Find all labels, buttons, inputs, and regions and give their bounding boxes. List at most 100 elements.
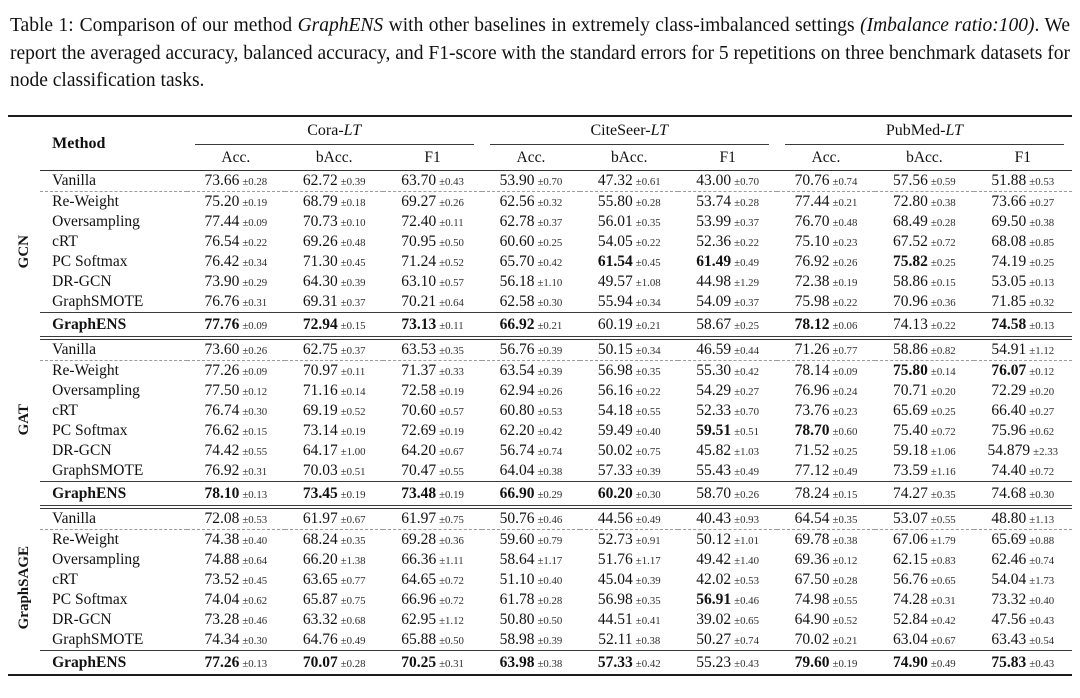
metric-value: 43.00 — [696, 172, 732, 190]
table-row: GraphENS 78.10 ±0.13 73.45 ±0.19 73.48 ±0.19 66… — [8, 481, 1072, 510]
dataset-name: PubMed- — [885, 122, 946, 140]
metric-value: 39.02 — [696, 611, 732, 629]
stderr-value: ±0.52 — [340, 406, 366, 419]
method-cell: GraphSMOTE — [40, 630, 187, 652]
metric-value: 70.76 — [794, 172, 830, 190]
metric-value: 63.43 — [991, 631, 1027, 649]
stderr-value: ±0.19 — [340, 488, 366, 501]
value-cell: 71.16 ±0.14 — [285, 381, 383, 401]
model-group-label-cell: GCN — [8, 171, 40, 339]
stderr-value: ±0.37 — [734, 297, 759, 310]
stderr-value: ±0.50 — [537, 615, 563, 628]
metric-value: 54.91 — [991, 341, 1027, 359]
stderr-value: ±0.28 — [242, 176, 268, 189]
stderr-value: ±0.40 — [242, 535, 268, 548]
metric-value: 61.97 — [401, 510, 437, 528]
stderr-value: ±0.22 — [635, 386, 661, 399]
metric-value: 78.10 — [204, 484, 240, 502]
value-cell: 44.56 ±0.49 — [580, 507, 679, 531]
metric-value: 73.28 — [204, 611, 240, 629]
metric-value: 76.62 — [204, 422, 240, 440]
stderr-value: ±0.28 — [734, 197, 759, 210]
value-cell: 43.00 ±0.70 — [678, 170, 777, 193]
value-cell: 71.85 ±0.32 — [973, 292, 1072, 314]
metric-value: 61.49 — [696, 253, 732, 271]
metric-value: 70.21 — [401, 293, 437, 311]
metric-value: 69.36 — [794, 551, 830, 569]
value-cell: 73.48 ±0.19 — [383, 481, 482, 510]
table-caption: Table 1: Comparison of our method GraphEN… — [10, 12, 1070, 95]
metric-value: 78.70 — [794, 422, 830, 440]
value-cell: 73.52 ±0.45 — [187, 570, 285, 590]
stderr-value: ±0.27 — [734, 386, 759, 399]
stderr-value: ±0.74 — [734, 635, 759, 648]
metric-value: 68.24 — [302, 531, 338, 549]
stderr-value: ±0.55 — [930, 514, 956, 527]
value-cell: 62.95 ±1.12 — [383, 610, 481, 630]
stderr-value: ±0.40 — [1029, 595, 1055, 608]
metric-value: 54.05 — [597, 233, 633, 251]
method-cell: DR-GCN — [52, 442, 112, 460]
metric-value: 53.05 — [991, 273, 1027, 291]
metric-value: 66.96 — [401, 591, 437, 609]
stderr-value: ±0.30 — [1029, 488, 1055, 501]
stderr-value: ±0.30 — [242, 406, 268, 419]
stderr-value: ±0.61 — [635, 176, 661, 189]
value-cell: 55.43 ±0.49 — [678, 461, 777, 483]
value-cell: 62.78 ±0.37 — [482, 212, 580, 232]
value-cell: 72.94 ±0.15 — [285, 312, 384, 341]
stderr-value: ±0.52 — [439, 257, 464, 270]
table-row: Re-Weight 74.38 ±0.40 68.24 ±0.35 69.28 ±0.36 5… — [8, 530, 1072, 551]
metric-value: 71.26 — [794, 341, 830, 359]
results-table: Method Cora-LT CiteSeer-LT PubMed-LT Acc. bAc… — [8, 115, 1072, 677]
metric-value: 73.90 — [204, 273, 240, 291]
value-cell: 73.66 ±0.27 — [974, 192, 1072, 213]
metric-value: 69.78 — [794, 531, 830, 549]
value-cell: 74.58 ±0.13 — [973, 312, 1072, 341]
metric-value: 40.43 — [696, 510, 732, 528]
stderr-value: ±0.37 — [537, 217, 563, 230]
value-cell: 62.46 ±0.74 — [974, 550, 1072, 570]
metric-value: 74.88 — [204, 551, 240, 569]
stderr-value: ±0.22 — [832, 297, 858, 310]
metric-value: 74.58 — [991, 315, 1027, 333]
metric-value: 73.76 — [794, 402, 830, 420]
metric-value: 76.07 — [991, 362, 1027, 380]
metric-value: 78.14 — [794, 362, 830, 380]
stderr-value: ±0.57 — [439, 277, 464, 290]
value-cell: 56.16 ±0.22 — [580, 381, 678, 401]
value-cell: 51.88 ±0.53 — [973, 170, 1072, 193]
stderr-value: ±0.55 — [832, 595, 858, 608]
metric-value: 55.94 — [597, 293, 633, 311]
metric-value: 63.10 — [401, 273, 437, 291]
value-cell: 70.96 ±0.36 — [875, 292, 974, 314]
metric-value: 60.19 — [597, 315, 633, 333]
stderr-value: ±0.34 — [635, 345, 661, 358]
metric-value: 76.76 — [204, 293, 240, 311]
metric-value: 65.88 — [401, 631, 437, 649]
stderr-value: ±0.09 — [242, 217, 268, 230]
stderr-value: ±0.12 — [832, 555, 858, 568]
stderr-value: ±0.35 — [439, 345, 464, 358]
value-cell: 76.54 ±0.22 — [187, 232, 285, 252]
metric-value: 76.74 — [204, 402, 240, 420]
value-cell: 64.04 ±0.38 — [481, 461, 581, 483]
stderr-value: ±0.35 — [832, 514, 858, 527]
metric-value: 74.13 — [893, 315, 928, 333]
subcol-header: Acc. — [776, 145, 876, 172]
metric-value: 70.47 — [401, 462, 437, 480]
value-cell: 51.76 ±1.17 — [580, 550, 678, 570]
metric-value: 73.66 — [204, 172, 240, 190]
subcol-header: F1 — [383, 145, 482, 172]
value-cell: 71.24 ±0.52 — [383, 252, 481, 272]
stderr-value: ±0.26 — [537, 386, 563, 399]
stderr-value: ±0.75 — [635, 446, 661, 459]
value-cell: 69.50 ±0.38 — [974, 212, 1072, 232]
value-cell: 67.52 ±0.72 — [875, 232, 973, 252]
value-cell: 66.36 ±1.11 — [383, 550, 481, 570]
stderr-value: ±1.12 — [439, 615, 464, 628]
stderr-value: ±0.38 — [537, 657, 563, 670]
stderr-value: ±0.48 — [340, 237, 366, 250]
metric-value: 65.70 — [499, 253, 535, 271]
table-row: GraphSAGE Vanilla 72.08 ±0.53 61.97 ±0.67 61.9… — [8, 507, 1072, 630]
